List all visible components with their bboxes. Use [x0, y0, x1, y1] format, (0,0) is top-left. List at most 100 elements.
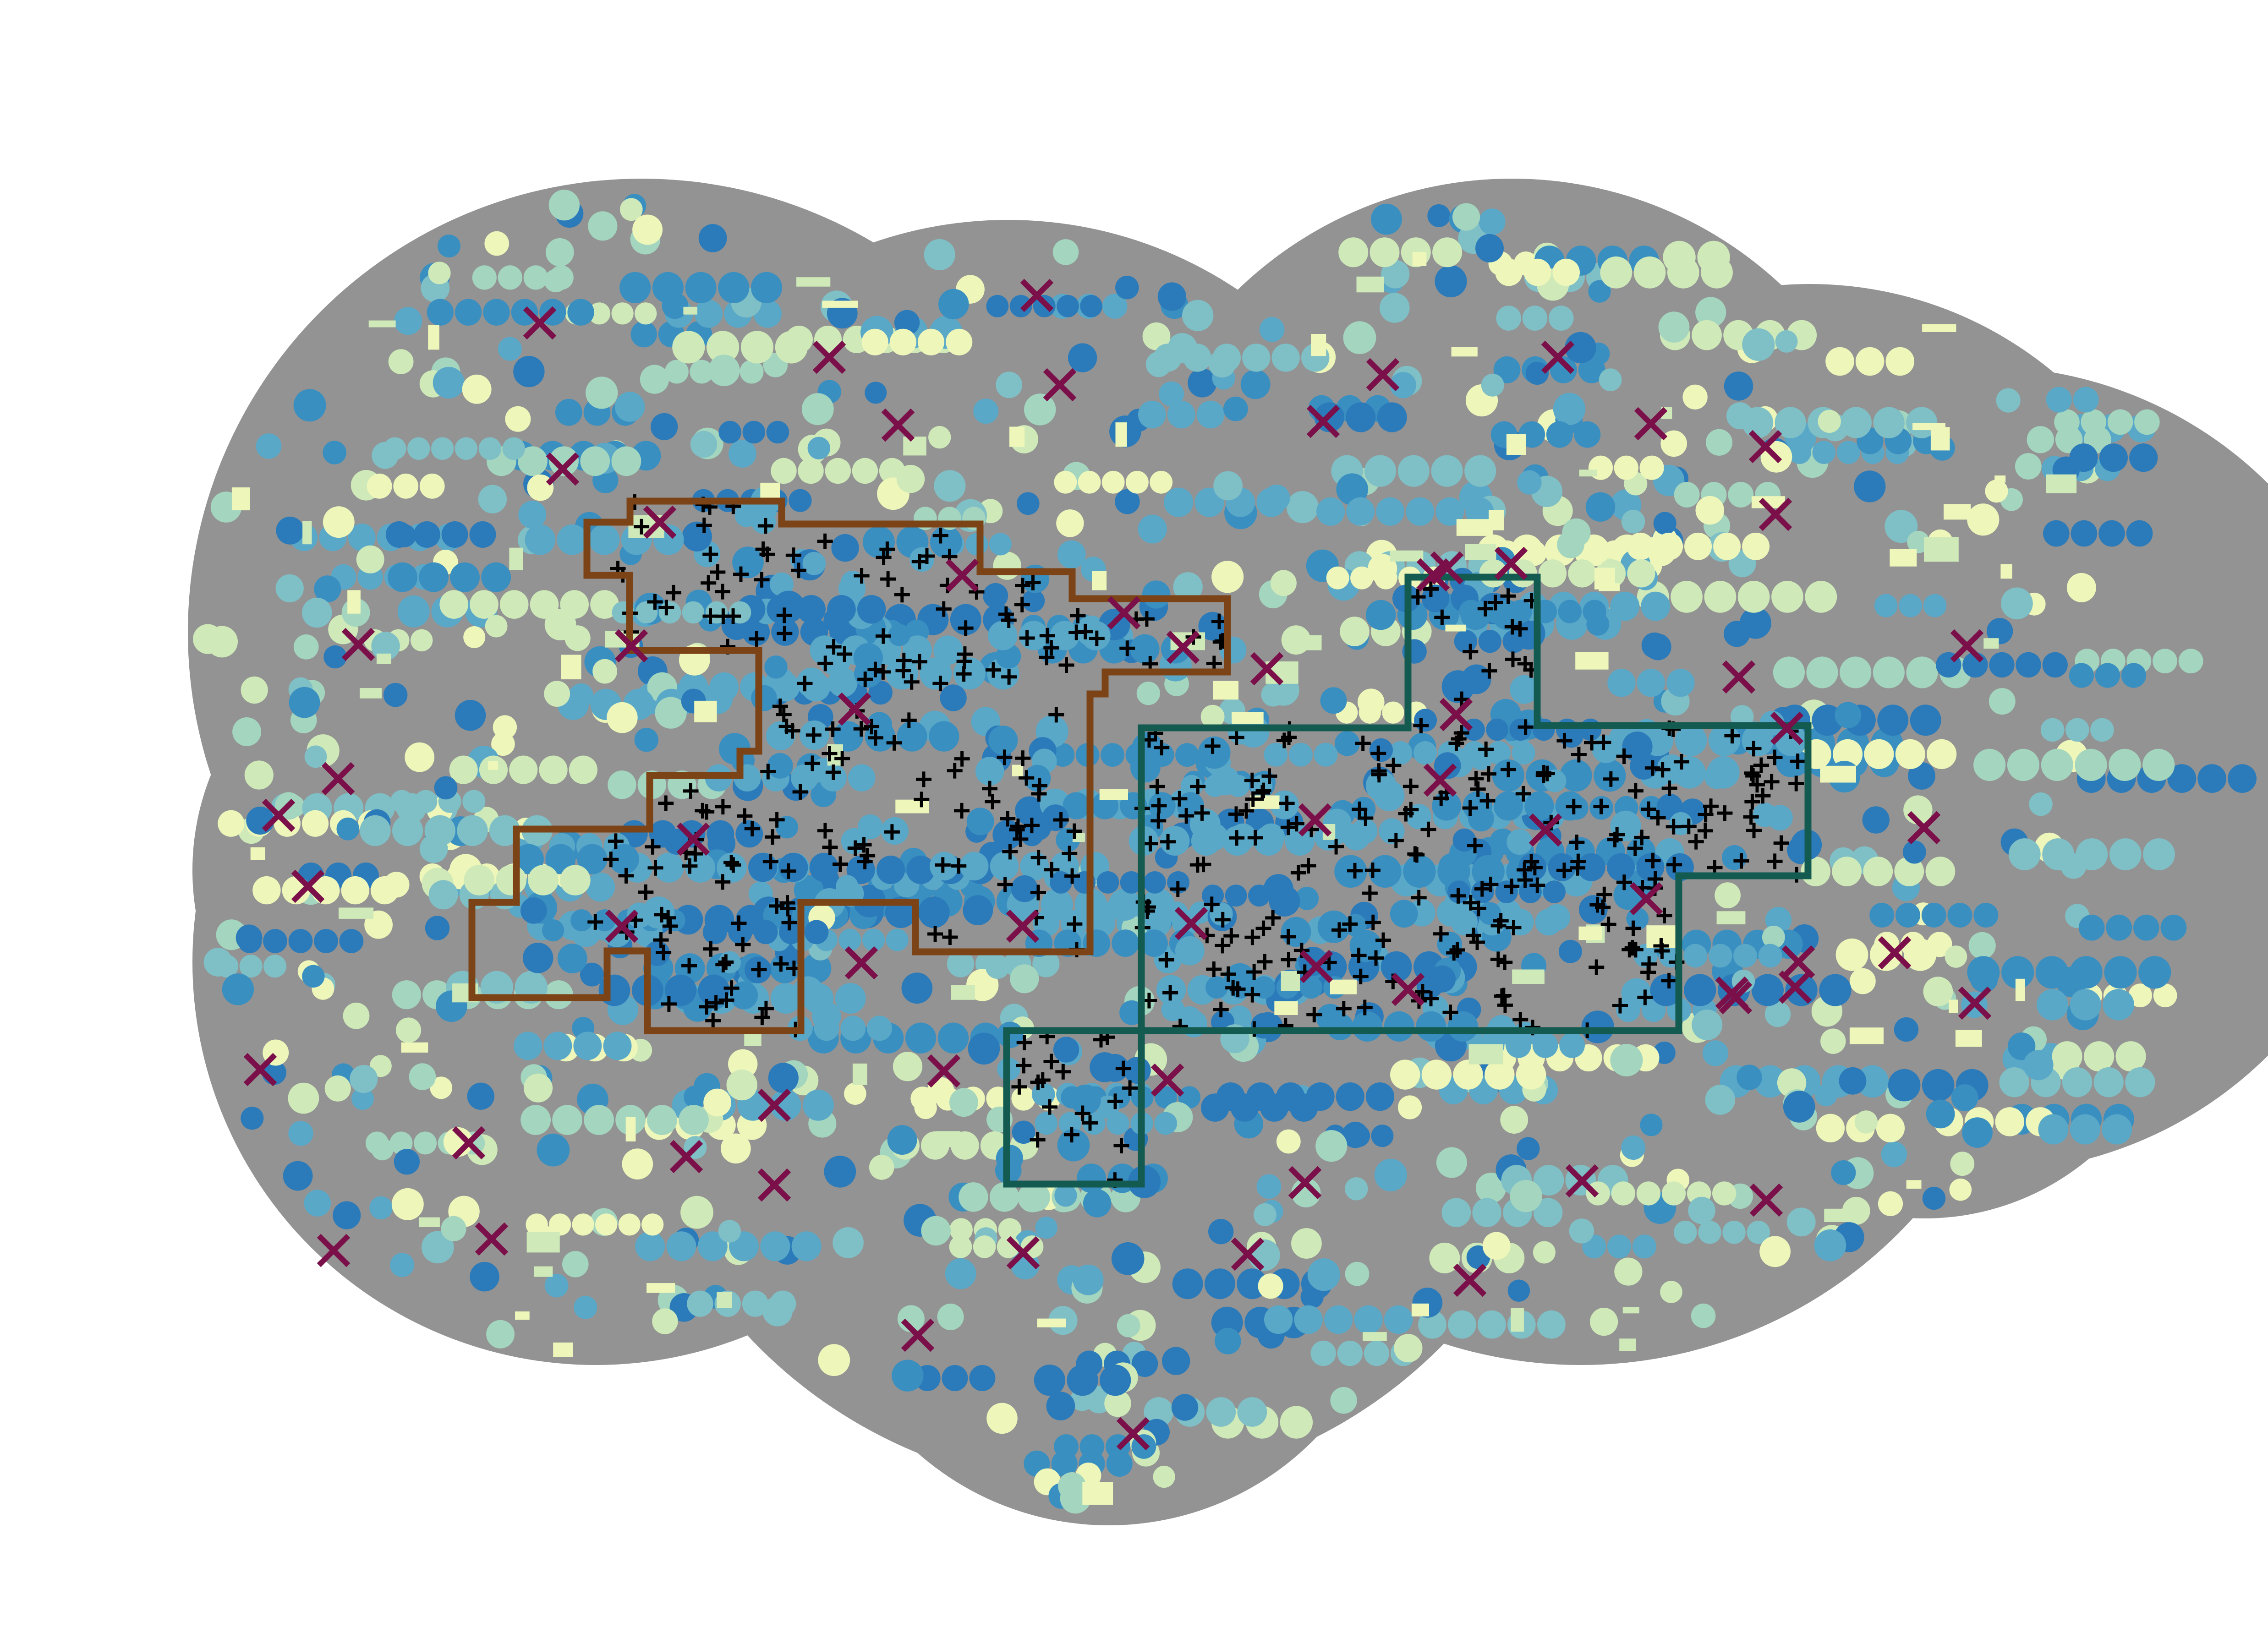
irrigated-field — [684, 1085, 707, 1108]
x-marker — [1528, 813, 1562, 847]
plus-marker — [1698, 807, 1714, 823]
plus-marker — [1115, 1060, 1131, 1076]
irrigated-field — [1562, 518, 1591, 547]
plus-marker — [1625, 920, 1641, 936]
irrigated-field — [392, 815, 423, 846]
plus-marker — [1517, 719, 1534, 735]
irrigated-field — [564, 625, 591, 651]
plus-marker — [1446, 945, 1462, 961]
plus-marker — [1423, 990, 1439, 1006]
irrigated-field — [555, 399, 582, 426]
irrigated-field — [1115, 489, 1140, 514]
plus-marker — [715, 874, 731, 890]
plus-marker — [1386, 758, 1402, 774]
plus-marker — [708, 995, 724, 1011]
irrigated-field — [1214, 1327, 1241, 1354]
irrigated-field — [990, 852, 1019, 881]
irrigated-field — [525, 524, 556, 555]
fallow-parcel — [347, 590, 361, 614]
irrigated-field — [959, 852, 989, 881]
irrigated-field — [1478, 1310, 1506, 1339]
irrigated-field — [339, 929, 364, 953]
irrigated-field — [1537, 1310, 1566, 1339]
irrigated-field — [652, 1308, 678, 1334]
irrigated-field — [2071, 520, 2098, 547]
irrigated-field — [1182, 300, 1214, 331]
irrigated-field — [1144, 1397, 1174, 1427]
irrigated-field — [1345, 1261, 1370, 1286]
fallow-parcel — [1456, 519, 1493, 536]
irrigated-field — [1906, 407, 1938, 438]
irrigated-field — [1550, 356, 1577, 383]
plus-marker — [1030, 1132, 1046, 1148]
x-marker — [341, 628, 375, 661]
irrigated-field — [620, 198, 643, 221]
irrigated-field — [680, 1196, 713, 1229]
irrigated-field — [1300, 976, 1322, 999]
plus-marker — [1246, 964, 1262, 980]
irrigated-field — [1698, 1221, 1721, 1244]
irrigated-field — [288, 1121, 313, 1146]
plus-marker — [1082, 1115, 1098, 1131]
fallow-parcel — [1274, 1001, 1298, 1015]
irrigated-field — [589, 524, 620, 555]
plus-marker — [1478, 741, 1494, 757]
irrigated-field — [1863, 857, 1893, 886]
irrigated-field — [1371, 1125, 1394, 1147]
x-marker — [1494, 546, 1528, 580]
fallow-parcel — [1330, 979, 1357, 994]
fallow-parcel — [509, 547, 523, 570]
plus-marker — [997, 877, 1013, 893]
plus-marker — [1364, 862, 1381, 878]
irrigated-field — [1465, 497, 1494, 526]
plus-marker — [1490, 951, 1506, 967]
x-marker — [1020, 278, 1054, 312]
plus-marker — [998, 606, 1014, 622]
plus-marker — [1506, 920, 1522, 936]
irrigated-field — [1850, 968, 1876, 994]
irrigated-field — [1115, 275, 1139, 300]
irrigated-field — [1675, 724, 1707, 756]
irrigated-field — [608, 770, 636, 799]
irrigated-field — [1621, 509, 1645, 534]
plus-marker — [1755, 788, 1771, 804]
plus-marker — [847, 840, 863, 856]
irrigated-field — [394, 1149, 420, 1175]
irrigated-field — [2107, 409, 2133, 435]
irrigated-field — [1533, 1165, 1564, 1196]
fallow-parcel — [1037, 1318, 1066, 1327]
irrigated-field — [718, 420, 741, 444]
irrigated-field — [244, 760, 274, 790]
irrigated-field — [768, 1063, 799, 1093]
irrigated-field — [1475, 1173, 1507, 1203]
irrigated-field — [1472, 1198, 1501, 1227]
plus-marker — [1358, 810, 1374, 826]
irrigated-field — [630, 321, 657, 348]
plus-marker — [904, 674, 920, 690]
plus-marker — [779, 895, 795, 911]
irrigated-field — [1248, 885, 1271, 907]
irrigated-field — [323, 441, 346, 464]
irrigated-field — [1269, 885, 1300, 917]
plus-marker — [1158, 952, 1174, 968]
irrigated-field — [709, 672, 739, 702]
plus-marker — [1244, 987, 1260, 1003]
irrigated-field — [394, 307, 422, 335]
irrigated-field — [560, 865, 591, 895]
irrigated-field — [1172, 1268, 1203, 1300]
irrigated-field — [1705, 1085, 1736, 1115]
plus-marker — [780, 863, 796, 879]
irrigated-field — [414, 1131, 437, 1155]
irrigated-field — [1167, 400, 1195, 429]
irrigated-field — [947, 950, 975, 977]
plus-marker — [781, 915, 797, 931]
irrigated-field — [427, 299, 454, 326]
irrigated-field — [389, 1131, 413, 1155]
fallow-parcel — [895, 799, 929, 814]
plus-marker — [1497, 997, 1513, 1013]
plus-marker — [718, 992, 734, 1008]
irrigated-field — [505, 406, 531, 432]
irrigated-field — [1314, 743, 1338, 767]
irrigated-field — [493, 715, 517, 739]
irrigated-field — [1100, 1365, 1131, 1396]
